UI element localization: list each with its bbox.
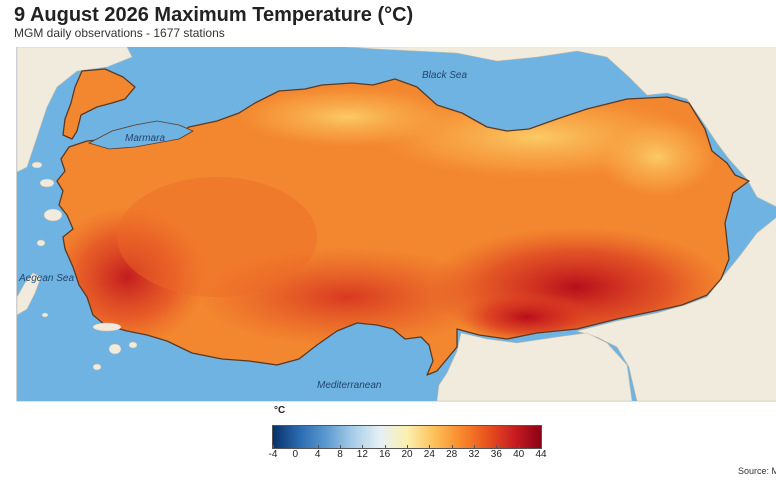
- colorbar-tick-label: 36: [490, 449, 502, 460]
- colorbar-tick-label: 20: [401, 449, 413, 460]
- colorbar-tick-label: 16: [379, 449, 391, 460]
- colorbar-tick-label: 0: [292, 449, 299, 460]
- colorbar-ticks: -4 0 4 8 12 16 20 24 28 32 36 40 44: [268, 445, 547, 463]
- colorbar-tick-label: 4: [314, 449, 321, 460]
- colorbar-tick-label: 32: [468, 449, 480, 460]
- colorbar-tick-label: 28: [446, 449, 458, 460]
- colorbar-tick-mark: [518, 445, 520, 449]
- colorbar-tick-mark: [474, 445, 475, 449]
- colorbar-tick-mark: [429, 445, 431, 449]
- map-subtitle: MGM daily observations - 1677 stations: [14, 26, 225, 40]
- source-note: Source: M: [738, 466, 776, 476]
- black-sea-label: Black Sea: [422, 70, 467, 81]
- north-land: [347, 47, 776, 77]
- colorbar-tick-label: -4: [268, 449, 278, 460]
- colorbar-tick-mark: [362, 445, 364, 449]
- map-title: 9 August 2026 Maximum Temperature (°C): [14, 4, 414, 26]
- colorbar-tick-mark: [317, 445, 319, 449]
- map-canvas: Black Sea Marmara Aegean Sea Mediterrane…: [17, 47, 776, 401]
- colorbar-tick-mark: [407, 445, 408, 449]
- marmara-label: Marmara: [125, 133, 165, 144]
- marmara-sea: [87, 120, 194, 150]
- aegean-islands: [31, 161, 138, 371]
- colorbar-tick-label: 44: [535, 449, 547, 460]
- mediterranean-label: Mediterranean: [317, 380, 382, 391]
- colorbar-tick-label: 24: [423, 449, 435, 460]
- neighbor-land: [17, 47, 776, 401]
- colorbar-tick-mark: [541, 445, 542, 449]
- colorbar-tick-mark: [295, 445, 297, 449]
- colorbar-tick-mark: [496, 445, 498, 449]
- turkey-border: [56, 68, 750, 376]
- colorbar-tick-label: 40: [513, 449, 525, 460]
- colorbar-tick-label: 8: [337, 449, 343, 460]
- colorbar-tick-mark: [384, 445, 386, 449]
- aegean-sea-label: Aegean Sea: [18, 273, 74, 284]
- colorbar-tick-mark: [451, 445, 453, 449]
- colorbar-tick-mark: [273, 445, 274, 449]
- colorbar-tick-label: 12: [356, 449, 368, 460]
- legend-unit: °C: [274, 405, 286, 416]
- colorbar-tick-mark: [340, 445, 341, 449]
- divider: [16, 401, 776, 402]
- temperature-map: Black Sea Marmara Aegean Sea Mediterrane…: [16, 47, 776, 401]
